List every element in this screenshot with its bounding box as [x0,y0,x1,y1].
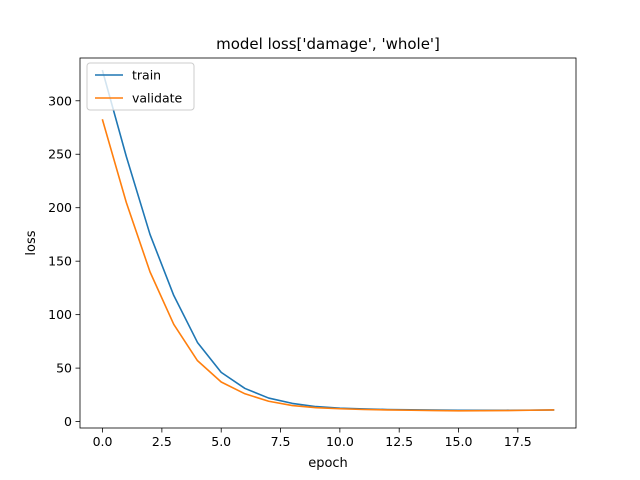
x-tick-label: 17.5 [504,434,532,449]
y-tick-label: 50 [56,361,72,376]
legend-validate-label: validate [132,91,182,106]
legend: train validate [86,62,195,111]
x-tick-label: 15.0 [445,434,473,449]
plot-area [80,58,576,428]
y-tick-label: 100 [48,307,72,322]
plot-frame [79,57,577,429]
y-tick-label: 150 [48,254,72,269]
legend-train-label: train [132,68,161,83]
x-axis-label: epoch [308,456,348,471]
x-axis: 0.0 2.5 5.0 7.5 10.0 12.5 15.0 17.5 [93,428,532,449]
y-tick-label: 200 [48,200,72,215]
y-axis-label: loss [24,230,39,255]
x-tick-label: 7.5 [271,434,291,449]
x-tick-label: 0.0 [93,434,113,449]
x-tick-label: 12.5 [385,434,413,449]
y-axis: 0 50 100 150 200 250 300 [48,93,80,429]
chart-title: model loss['damage', 'whole'] [216,35,440,53]
series-layer [101,69,555,412]
y-tick-label: 300 [48,93,72,108]
x-tick-label: 10.0 [326,434,354,449]
y-tick-label: 250 [48,147,72,162]
series-line-validate [101,119,555,412]
x-tick-label: 5.0 [211,434,231,449]
y-tick-label: 0 [64,414,72,429]
x-tick-label: 2.5 [152,434,172,449]
